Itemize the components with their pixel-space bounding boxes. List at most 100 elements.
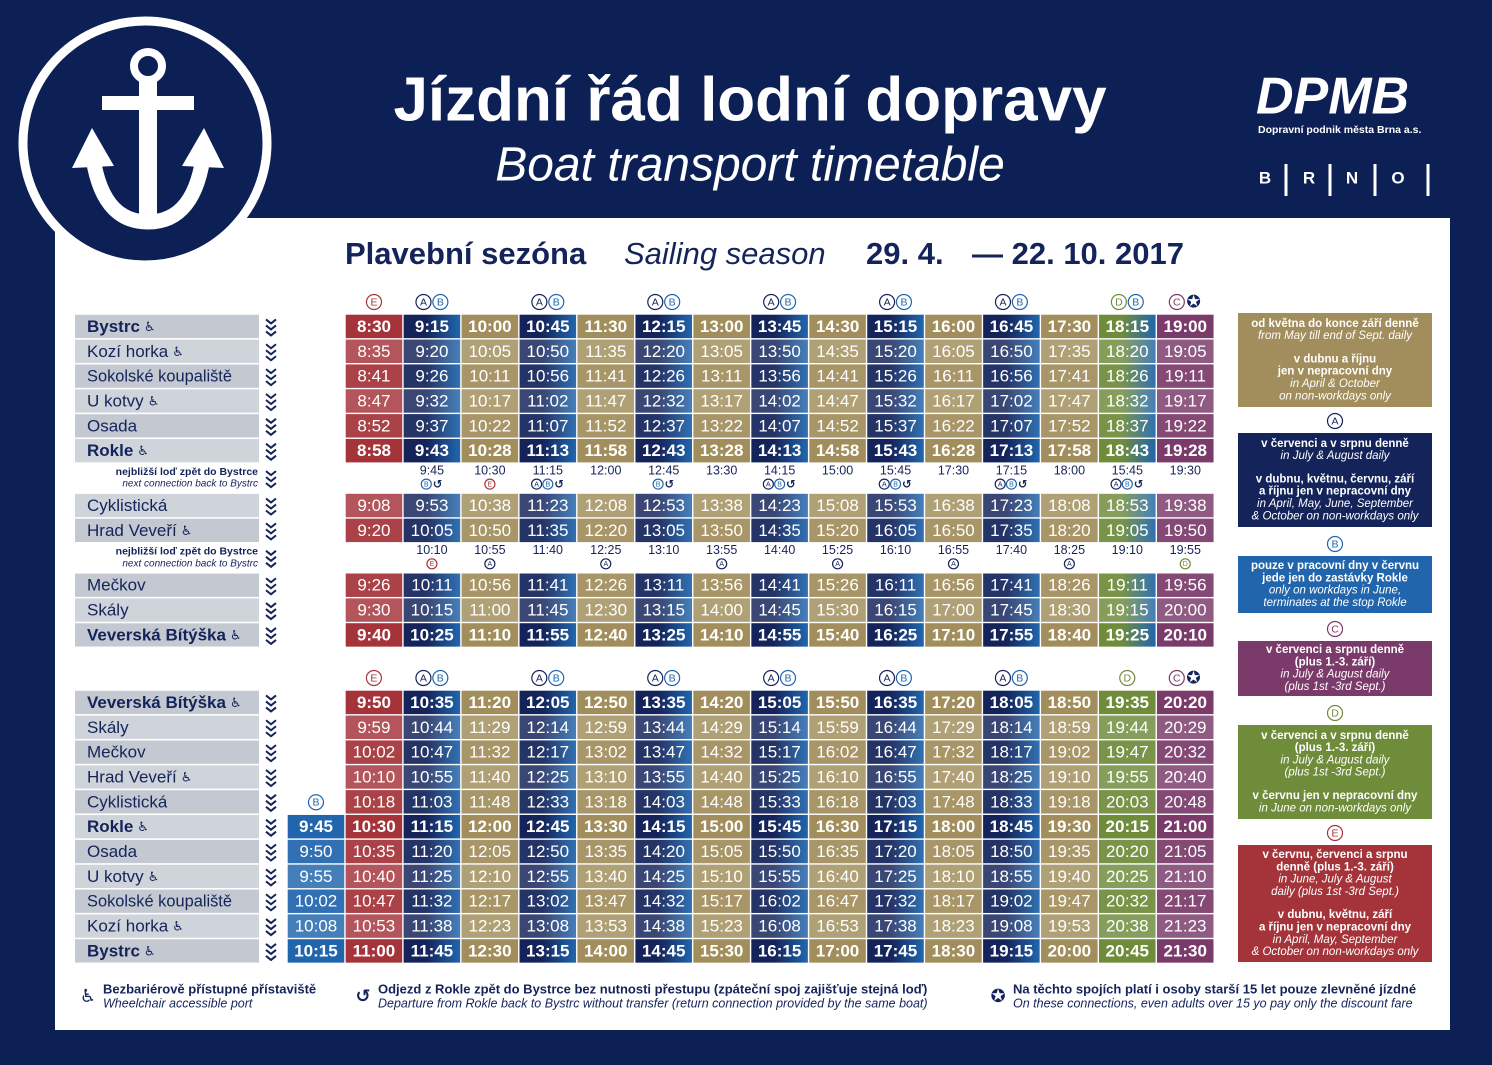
departure-time: 16:05 — [874, 521, 917, 540]
departure-time: 10:28 — [468, 441, 511, 460]
service-symbol: B — [669, 296, 676, 308]
time-cell — [983, 389, 1040, 413]
departure-time: 14:32 — [700, 743, 743, 762]
time-cell — [635, 493, 692, 518]
time-cell — [1041, 839, 1098, 864]
time-cell — [1041, 914, 1098, 938]
time-cell — [461, 814, 519, 839]
departure-time: 15:25 — [758, 767, 801, 786]
departure-time: 16:38 — [932, 496, 975, 515]
time-cell — [1099, 790, 1156, 814]
time-cell — [1099, 623, 1156, 647]
time-cell — [635, 518, 692, 543]
departure-time: 11:00 — [469, 601, 510, 620]
departure-time: 12:17 — [527, 743, 570, 762]
departure-time: 13:02 — [527, 892, 570, 911]
time-cell — [983, 889, 1040, 913]
time-cell — [867, 518, 924, 543]
station-bar — [75, 623, 259, 647]
departure-time: 11:10 — [469, 625, 512, 644]
departure-time: 17:02 — [990, 391, 1033, 410]
time-cell — [403, 339, 461, 363]
departure-time: 13:15 — [526, 941, 569, 960]
legend-box — [1238, 313, 1432, 407]
departure-time: 10:56 — [527, 367, 570, 386]
footer-text: Na těchto spojích platí i osoby starší 1… — [1013, 981, 1416, 996]
service-symbol: A — [420, 672, 427, 684]
departure-time: 12:20 — [642, 342, 685, 361]
wheelchair-icon: ♿ — [148, 870, 160, 885]
departure-time: 20:32 — [1164, 743, 1207, 762]
time-cell — [345, 438, 403, 463]
departure-time: 11:35 — [585, 342, 626, 361]
departure-time: 19:56 — [1164, 576, 1207, 595]
time-cell — [635, 339, 692, 363]
symbol-ring — [1326, 412, 1344, 430]
service-symbol: B — [785, 672, 792, 684]
symbol-ring — [878, 478, 890, 490]
return-time: 11:15 — [533, 463, 563, 477]
return-time: 10:30 — [474, 463, 505, 477]
time-cell — [461, 438, 519, 463]
time-cell — [809, 389, 866, 413]
service-symbol: A — [1067, 561, 1072, 568]
departure-time: 11:15 — [411, 817, 454, 836]
station-name: Sokolské koupaliště — [87, 892, 232, 911]
legend-text: in April, May, September — [1273, 934, 1399, 946]
note-label-en: next connection back to Bystrc — [122, 558, 258, 569]
service-symbol: E — [370, 296, 377, 308]
time-cell — [693, 889, 750, 913]
departure-time: 10:47 — [411, 743, 454, 762]
symbol-ring — [432, 293, 449, 311]
station-name: Mečkov — [87, 743, 146, 762]
time-cell — [403, 715, 461, 739]
time-cell — [1099, 339, 1156, 363]
departure-time: 20:10 — [1164, 625, 1207, 644]
departure-time: 16:02 — [758, 892, 801, 911]
time-cell — [403, 864, 461, 889]
time-cell — [809, 493, 866, 518]
station-name: Veverská Bítýška — [87, 693, 226, 712]
time-cell — [751, 814, 808, 839]
time-cell — [403, 765, 461, 789]
departure-time: 20:20 — [1163, 693, 1206, 712]
time-cell — [345, 518, 403, 543]
symbol-ring — [762, 478, 774, 490]
departure-time: 19:35 — [1048, 842, 1091, 861]
time-cell — [983, 864, 1040, 889]
departure-time: 11:35 — [527, 521, 568, 540]
departure-time: 17:47 — [1048, 391, 1091, 410]
station-bar — [75, 839, 259, 864]
departure-time: 12:33 — [527, 792, 570, 811]
time-cell — [1099, 889, 1156, 913]
service-symbol: A — [488, 561, 493, 568]
time-cell — [403, 839, 461, 864]
time-cell — [519, 339, 577, 363]
time-cell — [983, 939, 1040, 963]
chevron — [265, 393, 277, 412]
time-cell — [519, 790, 577, 814]
time-cell — [345, 864, 403, 889]
time-cell — [345, 493, 403, 518]
time-cell — [867, 889, 924, 913]
service-symbol: B — [1132, 296, 1139, 308]
departure-time: 16:53 — [816, 917, 859, 936]
chevron — [265, 602, 277, 621]
station-name: Kozí horka — [87, 917, 169, 936]
time-cell — [635, 314, 692, 339]
time-cell — [867, 740, 924, 764]
time-cell — [809, 364, 866, 388]
symbol-ring — [531, 293, 548, 311]
departure-time: 14:29 — [700, 718, 743, 737]
departure-time: 20:03 — [1106, 792, 1149, 811]
time-cell — [1157, 573, 1214, 597]
departure-time: 11:07 — [527, 416, 568, 435]
time-cell — [577, 389, 635, 413]
service-symbol: B — [1331, 538, 1338, 550]
departure-time: 9:26 — [357, 576, 390, 595]
footer-text-en: Wheelchair accessible port — [103, 996, 253, 1010]
time-cell — [983, 314, 1040, 339]
departure-time: 14:20 — [642, 842, 685, 861]
station-name: Sokolské koupaliště — [87, 367, 232, 386]
return-time: 13:10 — [648, 543, 679, 557]
